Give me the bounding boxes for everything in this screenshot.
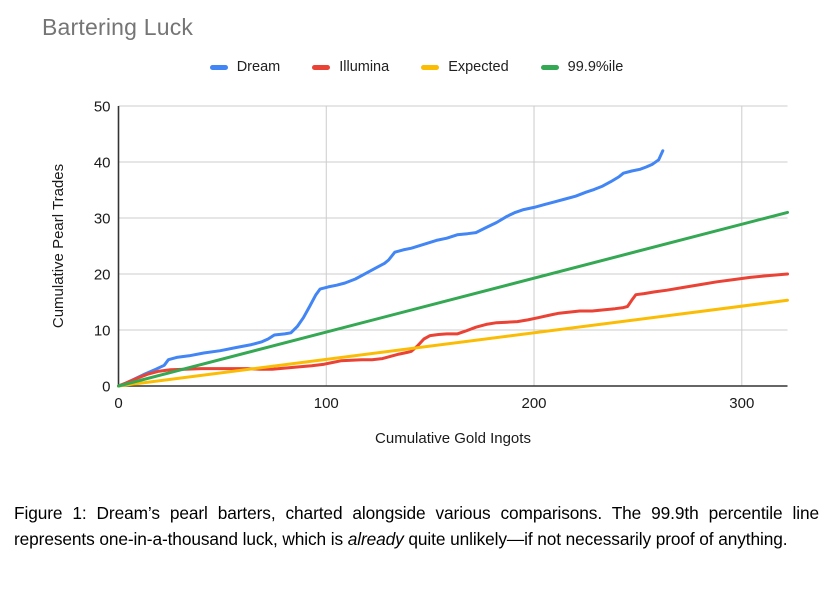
legend-swatch-illumina xyxy=(312,64,331,70)
legend-item-999ile: 99.9%ile xyxy=(540,59,624,75)
y-tick-label-20: 20 xyxy=(94,267,111,284)
x-tick-label-300: 300 xyxy=(729,395,754,412)
x-tick-label-200: 200 xyxy=(522,395,547,412)
legend-item-illumina: Illumina xyxy=(312,59,389,75)
y-tick-label-10: 10 xyxy=(94,323,111,340)
caption-italic-word: already xyxy=(347,529,404,549)
y-tick-label-50: 50 xyxy=(94,99,111,116)
tick-layer: 0 10 20 30 40 50 0 100 200 300 xyxy=(94,99,754,413)
line-chart-plot: 0 10 20 30 40 50 0 100 200 300 Cumulative Gold In… xyxy=(50,99,789,447)
grid-layer xyxy=(118,105,788,386)
figure-chart: Bartering Luck Dream Illumina Expected 9… xyxy=(0,14,833,447)
legend-label: 99.9%ile xyxy=(567,59,624,75)
chart-title: Bartering Luck xyxy=(42,14,194,40)
chart-legend: Dream Illumina Expected 99.9%ile xyxy=(0,59,833,75)
legend-swatch-expected xyxy=(421,64,440,70)
legend-label: Illumina xyxy=(339,59,390,75)
series-line-99-9-ile xyxy=(117,210,789,388)
x-tick-label-0: 0 xyxy=(114,395,122,412)
x-tick-label-100: 100 xyxy=(314,395,339,412)
x-axis-title: Cumulative Gold Ingots xyxy=(375,430,531,447)
legend-item-dream: Dream xyxy=(209,59,281,75)
y-tick-label-40: 40 xyxy=(94,155,111,172)
y-tick-label-0: 0 xyxy=(102,379,110,396)
figure-caption: Figure 1: Dream’s pearl barters, charted… xyxy=(14,500,819,552)
axis-layer xyxy=(117,106,788,387)
legend-swatch-999ile xyxy=(540,64,559,70)
y-tick-label-30: 30 xyxy=(94,211,111,228)
legend-label: Dream xyxy=(236,59,281,75)
legend-item-expected: Expected xyxy=(421,59,509,75)
legend-label: Expected xyxy=(448,59,509,75)
series-line-expected xyxy=(117,298,789,388)
series-line-dream xyxy=(117,149,665,388)
caption-text: quite unlikely—if not necessarily proof … xyxy=(403,529,788,549)
series-layer xyxy=(117,149,789,388)
legend-swatch-dream xyxy=(209,64,228,70)
caption-text: Figure 1: Dream’s pearl barters, charted… xyxy=(14,503,819,549)
y-axis-title: Cumulative Pearl Trades xyxy=(50,164,67,328)
